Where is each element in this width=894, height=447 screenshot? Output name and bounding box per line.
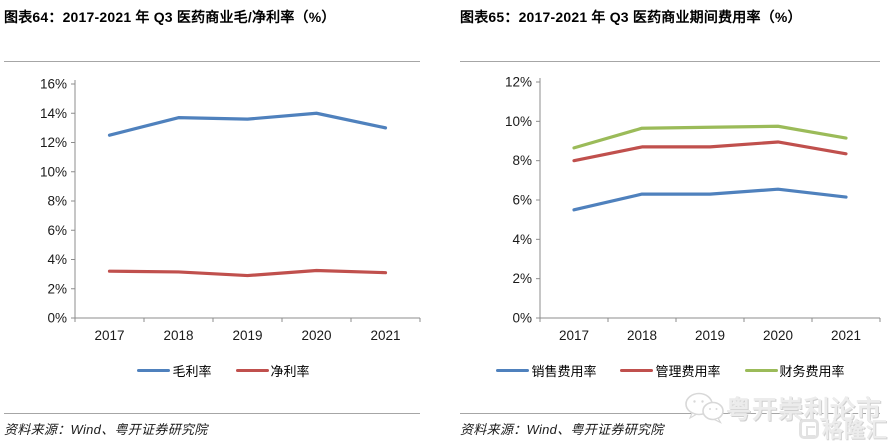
source-note: 资料来源：Wind、粤开证券研究院 — [4, 422, 208, 437]
legend-item: 管理费用率 — [620, 361, 721, 380]
line-chart-margin-rates: 0% 2% 4% 6% 8% 10% 12% 14% 16% 2017 2018 2019 2020 20… — [40, 77, 421, 343]
chart-title-65: 图表65：2017-2021 年 Q3 医药商业期间费用率（%） — [460, 9, 802, 25]
line-chart-expense-rates: 0% 2% 4% 6% 8% 10% 12% 2017 2018 2019 2020 2021 — [505, 75, 881, 343]
legend-label: 毛利率 — [172, 363, 212, 379]
legend-label: 净利率 — [270, 363, 310, 379]
y-tick-label: 4% — [512, 232, 532, 247]
legend-swatch — [620, 368, 654, 372]
legend-label: 财务费用率 — [779, 363, 845, 379]
x-tick-label: 2018 — [627, 328, 657, 343]
y-tick-label: 12% — [40, 135, 67, 150]
panel-figure-65: 图表65：2017-2021 年 Q3 医药商业期间费用率（%） 0% 2% 4% 6… — [447, 0, 894, 447]
watermark: 粤开崇利论市 格隆汇 — [684, 388, 894, 447]
x-tick-label: 2021 — [370, 328, 400, 343]
series-line — [107, 268, 388, 278]
panel-top-divider — [4, 61, 420, 62]
x-tick-label: 2019 — [695, 328, 725, 343]
legend-swatch — [235, 368, 269, 372]
y-tick-label: 2% — [512, 271, 532, 286]
wechat-icon — [685, 392, 724, 424]
y-tick-label: 6% — [512, 193, 532, 208]
y-tick-label: 0% — [512, 311, 532, 326]
y-tick-label: 2% — [47, 281, 67, 296]
x-tick-label: 2017 — [94, 328, 124, 343]
x-tick-label: 2019 — [232, 328, 262, 343]
y-tick-label: 0% — [47, 311, 67, 326]
legend-item: 销售费用率 — [496, 361, 596, 380]
chart-legend-64: 毛利率 净利率 — [0, 361, 447, 379]
series-line — [572, 187, 848, 212]
panel-bottom-divider — [4, 413, 420, 414]
legend-label: 销售费用率 — [531, 363, 597, 379]
y-tick-label: 16% — [40, 77, 67, 92]
series-line — [572, 124, 848, 150]
y-tick-label: 8% — [512, 153, 532, 168]
panel-figure-64: 图表64：2017-2021 年 Q3 医药商业毛/净利率（%） 0% 2% 4% 6… — [0, 9, 447, 437]
legend-swatch — [496, 368, 530, 372]
series-line — [107, 111, 388, 137]
chart-title-64: 图表64：2017-2021 年 Q3 医药商业毛/净利率（%） — [4, 9, 336, 25]
legend-swatch — [137, 368, 171, 372]
y-tick-label: 6% — [47, 223, 67, 238]
y-tick-label: 12% — [505, 75, 532, 90]
legend-item: 毛利率 — [137, 361, 212, 380]
legend-item: 财务费用率 — [744, 361, 845, 380]
y-tick-label: 10% — [505, 114, 532, 129]
y-tick-label: 14% — [40, 106, 67, 121]
chart-legend-65: 销售费用率 管理费用率 财务费用率 — [447, 361, 894, 379]
gelonghui-logo-text: 格隆汇 — [822, 419, 888, 442]
gelonghui-logo-icon — [799, 419, 819, 439]
y-tick-label: 4% — [47, 252, 67, 267]
y-tick-label: 10% — [40, 164, 67, 179]
x-tick-label: 2020 — [763, 328, 793, 343]
x-tick-label: 2021 — [831, 328, 861, 343]
x-tick-label: 2017 — [559, 328, 589, 343]
x-tick-label: 2018 — [163, 328, 193, 343]
source-note: 资料来源：Wind、粤开证券研究院 — [460, 422, 664, 437]
panel-bottom-divider — [460, 413, 880, 414]
series-line — [572, 140, 848, 163]
y-tick-label: 8% — [47, 194, 67, 209]
x-tick-label: 2020 — [301, 328, 331, 343]
panel-top-divider — [460, 61, 880, 62]
gelonghui-logo: 格隆汇 — [799, 414, 888, 444]
legend-label: 管理费用率 — [655, 363, 721, 379]
legend-swatch — [744, 368, 778, 372]
legend-item: 净利率 — [235, 361, 310, 380]
